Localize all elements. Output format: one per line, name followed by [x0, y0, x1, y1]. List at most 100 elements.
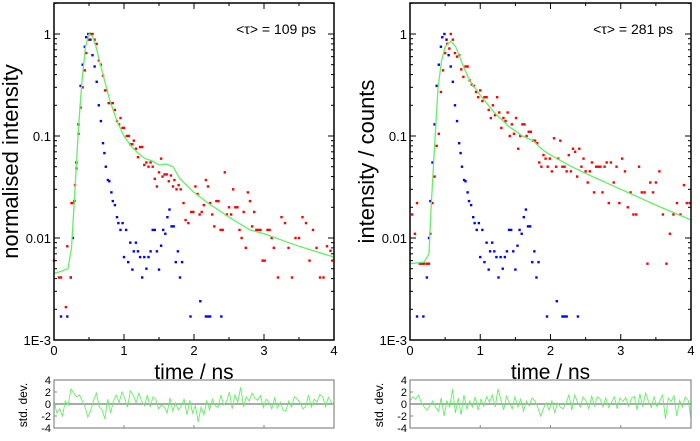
irf-point [119, 228, 122, 232]
decay-point [165, 173, 168, 176]
irf-point [499, 255, 502, 259]
decay-point [672, 213, 675, 216]
irf-point [488, 250, 492, 253]
irf-point [117, 221, 120, 225]
irf-point [208, 315, 212, 318]
fit-curve [53, 32, 335, 275]
decay-point [623, 170, 627, 173]
irf-point [439, 45, 443, 48]
irf-point [524, 208, 528, 211]
residual-y-tick-label: 0 [401, 399, 407, 411]
irf-point [172, 225, 175, 228]
decay-point [290, 276, 294, 279]
irf-point [449, 65, 452, 68]
residual-y-tick-label: 2 [45, 387, 51, 399]
irf-point [425, 276, 429, 279]
decay-point [147, 165, 150, 168]
decay-point [141, 145, 144, 149]
decay-point [510, 123, 514, 126]
decay-point [66, 245, 69, 248]
irf-point [95, 80, 98, 83]
decay-point [618, 201, 621, 205]
decay-point [516, 147, 520, 150]
y-tick-label: 0.1 [389, 129, 407, 144]
decay-point [649, 181, 652, 184]
decay-point [569, 170, 573, 173]
decay-point [208, 201, 212, 205]
decay-point [493, 113, 497, 117]
decay-point [439, 90, 443, 94]
decay-point [535, 141, 539, 145]
decay-point [283, 221, 287, 225]
decay-point [301, 215, 304, 219]
irf-point [509, 228, 513, 232]
decay-point [594, 165, 598, 168]
decay-point [87, 38, 90, 41]
irf-point [159, 244, 163, 247]
irf-point [111, 199, 114, 203]
decay-point [143, 163, 146, 167]
decay-point [448, 47, 451, 50]
irf-point [83, 45, 86, 48]
decay-point [81, 86, 84, 89]
decay-point [59, 276, 63, 279]
x-tick-label: 4 [687, 343, 694, 358]
decay-point [136, 155, 140, 159]
decay-point [552, 137, 556, 140]
decay-point [122, 126, 126, 130]
irf-point [455, 119, 459, 123]
irf-point [104, 165, 107, 168]
decay-point [294, 236, 297, 240]
decay-point [548, 157, 551, 160]
x-tick-label: 0 [406, 343, 413, 358]
decay-point [190, 210, 193, 214]
decay-point [163, 173, 166, 176]
decay-point [615, 165, 618, 168]
y-tick-label: 0.1 [33, 129, 51, 144]
decay-point [425, 262, 429, 265]
decay-point [171, 185, 175, 188]
irf-point [71, 236, 75, 240]
decay-point [149, 161, 152, 164]
irf-point [422, 315, 425, 318]
decay-point [571, 147, 575, 150]
decay-point [485, 96, 488, 99]
decay-point [227, 206, 231, 209]
irf-point [505, 250, 509, 253]
decay-point [508, 134, 511, 138]
irf-point [206, 315, 210, 318]
decay-point [125, 134, 128, 138]
decay-point [221, 228, 224, 232]
irf-point [495, 255, 498, 259]
irf-point [507, 228, 511, 232]
decay-point [588, 170, 592, 173]
residual-curve [53, 387, 335, 423]
irf-point [93, 65, 96, 68]
decay-point [491, 104, 495, 107]
irf-point [466, 191, 469, 194]
decay-point [643, 191, 646, 194]
decay-point [153, 177, 156, 181]
decay-point [451, 38, 455, 41]
irf-point [520, 232, 523, 235]
irf-point [174, 260, 177, 264]
decay-point [194, 185, 197, 188]
irf-point [533, 250, 536, 253]
irf-point [131, 268, 134, 271]
decay-point [413, 232, 417, 235]
decay-point [177, 183, 180, 187]
decay-point [433, 175, 436, 178]
decay-point [629, 191, 632, 194]
decay-point [57, 276, 61, 279]
residual-frame [409, 379, 692, 429]
irf-point [122, 255, 126, 259]
irf-point [66, 315, 69, 318]
decay-point [523, 123, 526, 126]
y-axis-label: normalised intensity [0, 64, 23, 258]
irf-point [59, 315, 63, 318]
decay-point [521, 123, 524, 126]
plot-frame [53, 2, 335, 341]
decay-point [253, 210, 256, 214]
decay-point [91, 32, 94, 36]
